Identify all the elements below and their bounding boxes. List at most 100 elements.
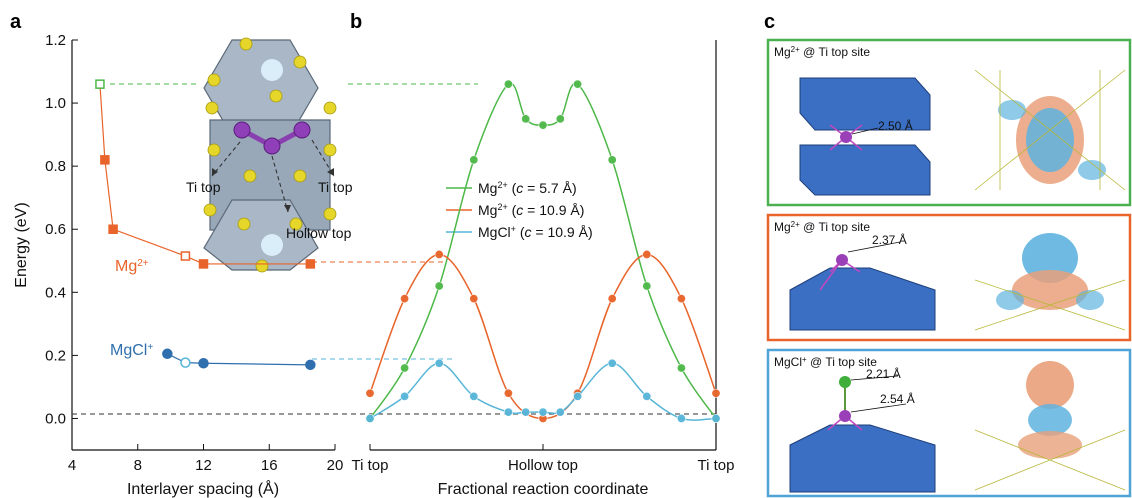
- panel-b-legend: Mg2+ (c = 5.7 Å) Mg2+ (c = 10.9 Å) MgCl+…: [446, 180, 593, 240]
- legend-item-orange: Mg2+ (c = 10.9 Å): [478, 202, 584, 218]
- inset-mg-atom-right: [293, 121, 311, 139]
- inset-yellow-atoms: [203, 37, 337, 273]
- panel-b-axes: [370, 40, 717, 451]
- inset-arrowheads: [212, 168, 334, 212]
- panel-c-box-3-cl-atom: [839, 376, 851, 388]
- panel-b-series-curve: [369, 253, 717, 420]
- panel-a-mg-point: [100, 155, 110, 165]
- panel-c-box-2-mg-atom: [836, 254, 848, 266]
- panel-a-ytick-label: 1.0: [45, 95, 66, 112]
- panel-b-xlabel: Fractional reaction coordinate: [438, 481, 649, 498]
- panel-b-data-point: [573, 79, 583, 89]
- panel-b-data-point: [538, 407, 548, 417]
- panel-b-data-point: [538, 120, 548, 130]
- panel-b-data-point: [400, 294, 410, 304]
- panel-a-xtick-label: 20: [327, 457, 344, 474]
- label-mg2plus: Mg2+: [115, 258, 149, 276]
- label-mgclplus-text: MgCl: [110, 342, 147, 359]
- panel-b-data-point: [607, 155, 617, 165]
- panel-b-xtick-hollow-top: Hollow top: [508, 457, 578, 474]
- panel-a-mgcl-point: [162, 348, 173, 360]
- inset-arrows: [211, 139, 335, 213]
- panel-b-data-point: [555, 114, 565, 124]
- panel-c-box-3-distance-2: 2.54 Å: [880, 391, 915, 406]
- panel-b-data-point: [711, 388, 721, 398]
- panel-b-data-point: [676, 413, 686, 423]
- panel-c-box-3-structure: [789, 375, 936, 493]
- panel-a-mgcl-point: [180, 357, 191, 368]
- label-mgclplus: MgCl+: [110, 342, 153, 360]
- panel-b-data-point: [521, 407, 531, 417]
- inset-label-ti-top-left: Ti top: [186, 179, 221, 195]
- inset-octahedron-bottom: [203, 199, 319, 271]
- panel-b-data-point: [400, 391, 410, 401]
- panel-a-plot: 0.0 0.2 0.4 0.6 0.8 1.0 1.2 4 8 12 16 20: [45, 32, 343, 474]
- panel-c-box-1-structure: [799, 77, 931, 196]
- panel-b-data-point: [503, 407, 513, 417]
- panel-b-data-point: [469, 294, 479, 304]
- panel-a-mg-point: [108, 224, 118, 234]
- panel-b-plot: [365, 79, 721, 423]
- label-mg2plus-sup: 2+: [137, 258, 149, 269]
- panel-a-ytick-label: 0.8: [45, 158, 66, 175]
- panel-b-data-point: [503, 79, 513, 89]
- panel-b-data-point: [434, 358, 444, 368]
- panel-a-xtick-label: 12: [195, 457, 212, 474]
- panel-a-xtick-label: 4: [68, 457, 76, 474]
- panel-c-box-1-distance: 2.50 Å: [878, 118, 913, 133]
- panel-a-label: a: [10, 11, 22, 33]
- legend-item-blue: MgCl+ (c = 10.9 Å): [478, 224, 593, 240]
- label-mg2plus-text: Mg: [115, 258, 137, 275]
- panel-b-data-point: [676, 363, 686, 373]
- panel-b-data-point: [469, 155, 479, 165]
- panel-c-box-2-density: [974, 233, 1126, 331]
- panel-c-box-2-structure: [789, 241, 936, 331]
- panel-a-series-line: [99, 84, 311, 265]
- panel-a-ytick-label: 0.2: [45, 347, 66, 364]
- panel-c-box-1-density: [974, 69, 1126, 191]
- panel-b-data-point: [711, 413, 721, 423]
- panel-a-ylabel: Energy (eV): [13, 202, 30, 287]
- panel-b-xtick-ti-top-right: Ti top: [698, 457, 735, 474]
- label-mgclplus-sup: +: [147, 342, 153, 353]
- panel-a-xlabel: Interlayer spacing (Å): [127, 479, 279, 498]
- panel-b-data-point: [676, 294, 686, 304]
- panel-a-mgcl-point: [305, 359, 316, 371]
- legend-item-green: Mg2+ (c = 5.7 Å): [478, 180, 577, 196]
- panel-b-data-point: [434, 281, 444, 291]
- panel-b-xtick-ti-top-left: Ti top: [352, 457, 389, 474]
- panel-b-data-point: [642, 281, 652, 291]
- inset-mg-path: [233, 121, 311, 155]
- panel-a-mg-point: [180, 251, 191, 261]
- panel-b-data-point: [469, 391, 479, 401]
- panel-b-data-point: [521, 114, 531, 124]
- panel-a-xtick-label: 8: [134, 457, 142, 474]
- connector-lines: [110, 83, 478, 360]
- panel-a-mg-point: [198, 259, 209, 269]
- panel-c-box-2-distance: 2.37 Å: [872, 232, 907, 247]
- panel-b-series-curve: [369, 82, 717, 419]
- inset-label-hollow-top: Hollow top: [286, 225, 352, 241]
- inset-hollow-top-atom: [261, 59, 283, 81]
- panel-b-label: b: [350, 11, 362, 33]
- panel-b-data-point: [642, 391, 652, 401]
- panel-c-box-3-distance-1: 2.21 Å: [866, 366, 901, 381]
- panel-a-ytick-label: 0.4: [45, 284, 66, 301]
- panel-b-data-point: [607, 294, 617, 304]
- panel-b-data-point: [434, 249, 444, 259]
- panel-a-mg-point: [95, 79, 105, 89]
- panel-c-label: c: [764, 11, 775, 33]
- panel-a-mg-point: [305, 259, 316, 269]
- panel-c-box-1-mg-atom: [840, 131, 852, 143]
- panel-b-data-point: [365, 388, 375, 398]
- panel-a-ytick-label: 0.0: [45, 410, 66, 427]
- inset-structure: [203, 37, 337, 273]
- panel-c-box-3-title: MgCl+ @ Ti top site: [774, 355, 877, 370]
- inset-label-ti-top-right: Ti top: [318, 179, 353, 195]
- inset-mg-atom-left: [233, 121, 251, 139]
- panel-c-box-2-title: Mg2+ @ Ti top site: [774, 220, 870, 235]
- panel-b-data-point: [555, 407, 565, 417]
- panel-b-data-point: [573, 391, 583, 401]
- inset-mg-atom-center: [263, 137, 281, 155]
